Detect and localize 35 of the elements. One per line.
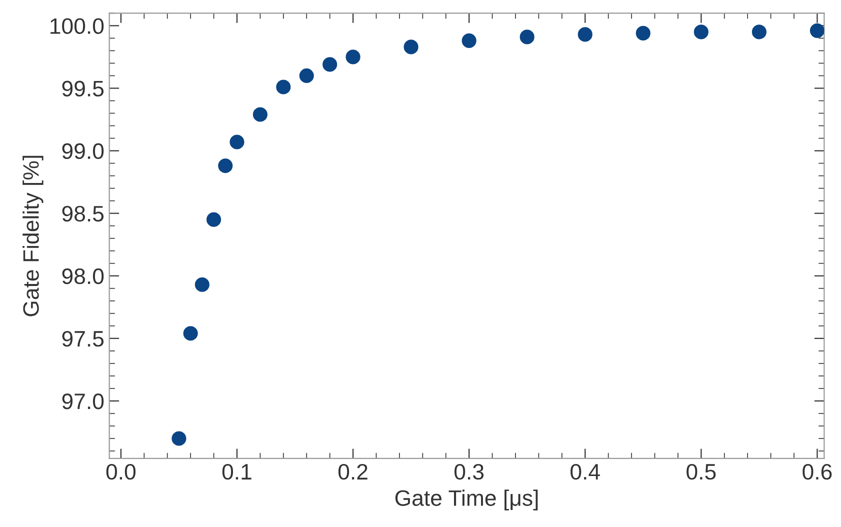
point [346,50,360,64]
x-tick-label: 0.0 [106,464,136,480]
point [752,24,766,40]
y-tick-label: 98.5 [62,206,104,222]
x-tick-label: 0.2 [338,464,368,480]
y-tick-label: 97.0 [62,393,104,410]
x-axis-title: Gate Time [μs] [395,490,538,510]
point [694,24,708,40]
x-tick-label: 0.6 [802,464,832,480]
point [172,431,186,446]
point [578,27,592,42]
x-tick-label: 0.1 [222,464,252,480]
point [520,30,534,44]
point [462,33,476,48]
x-tick-label: 0.5 [686,464,716,480]
y-tick-label: 97.5 [62,330,104,347]
y-axis-title: Gate Fidelity [%] [22,156,44,316]
point [252,107,268,122]
y-tick-label: 100.0 [50,18,104,34]
point [810,23,824,38]
y-tick-label: 99.5 [62,80,104,96]
y-tick-label: 98.0 [62,268,104,284]
point [404,40,418,54]
y-tick-label: 99.0 [62,143,104,160]
point [299,68,314,83]
point [636,26,650,40]
point [276,80,291,94]
x-tick-label: 0.3 [454,464,484,480]
point [230,134,244,150]
point [322,57,338,72]
point [206,212,222,227]
point [194,277,210,292]
point [183,326,198,341]
x-tick-label: 0.4 [570,464,600,480]
point [218,158,233,174]
